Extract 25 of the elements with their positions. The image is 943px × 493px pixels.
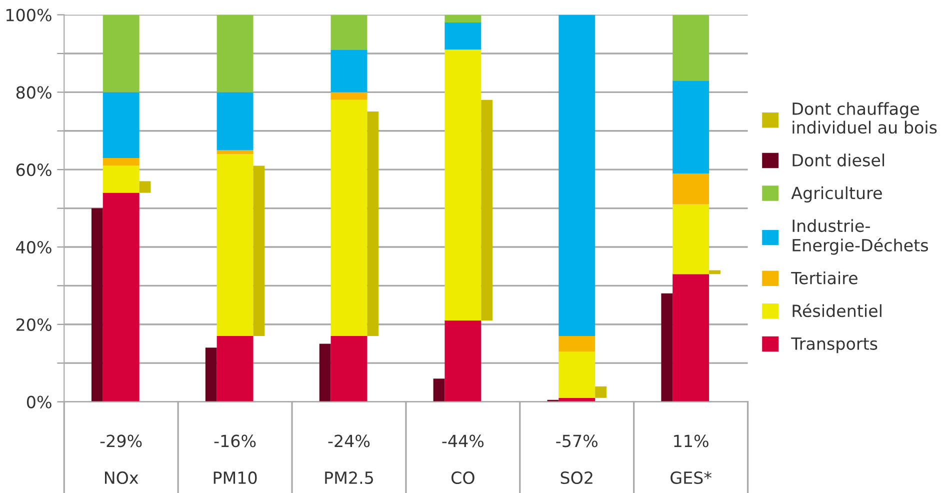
legend-label: Agriculture xyxy=(791,186,882,203)
text: -44% xyxy=(442,434,484,448)
legend-label: Résidentiel xyxy=(792,304,882,318)
legend-label: Dont chauffage individuel au bois xyxy=(792,102,937,134)
text: -24% xyxy=(328,434,370,448)
legend-label: Industrie- Energie-Déchets xyxy=(792,219,928,255)
legend-label: Tertiaire xyxy=(791,271,858,284)
text: 11% xyxy=(674,434,708,448)
x-tick-label: CO xyxy=(451,471,474,484)
legend-label: Transports xyxy=(791,338,878,354)
y-tick-label: 100% xyxy=(6,8,52,22)
legend-label: Dont diesel xyxy=(792,154,884,166)
text: -16% xyxy=(214,434,256,448)
y-tick-label: 0% xyxy=(26,396,52,408)
text: -57% xyxy=(556,434,598,448)
text: -29% xyxy=(100,434,142,448)
y-tick-label: 40% xyxy=(16,240,52,254)
y-tick-label: 60% xyxy=(16,164,52,176)
x-tick-label: PM2.5 xyxy=(325,471,373,484)
y-tick-label: 20% xyxy=(16,318,52,331)
y-tick-label: 80% xyxy=(16,86,52,99)
x-tick-label: SO2 xyxy=(560,471,592,484)
x-tick-label: GES* xyxy=(670,471,712,484)
x-tick-label: PM10 xyxy=(214,471,257,484)
x-tick-label: NOx xyxy=(105,471,138,484)
